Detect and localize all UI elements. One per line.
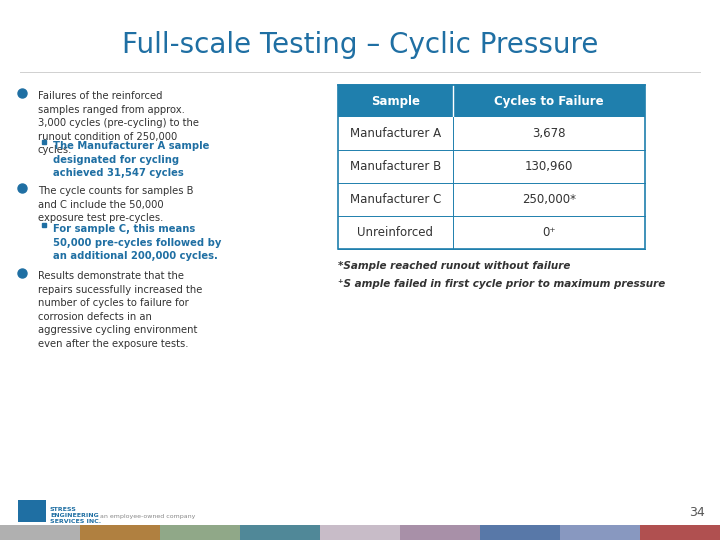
Text: 34: 34	[689, 505, 705, 518]
Text: Failures of the reinforced
samples ranged from approx.
3,000 cycles (pre-cycling: Failures of the reinforced samples range…	[38, 91, 199, 156]
Text: Full-scale Testing – Cyclic Pressure: Full-scale Testing – Cyclic Pressure	[122, 31, 598, 59]
Bar	[240, 525, 320, 540]
Text: Cycles to Failure: Cycles to Failure	[494, 94, 604, 107]
Text: Manufacturer A: Manufacturer A	[350, 127, 441, 140]
Text: Unreinforced: Unreinforced	[358, 226, 433, 239]
Bar	[640, 525, 720, 540]
Text: *Sample reached runout without failure: *Sample reached runout without failure	[338, 261, 570, 271]
Bar	[338, 85, 645, 249]
Text: For sample C, this means
50,000 pre-cycles followed by
an additional 200,000 cyc: For sample C, this means 50,000 pre-cycl…	[53, 224, 221, 261]
Text: Results demonstrate that the
repairs sucessfully increased the
number of cycles : Results demonstrate that the repairs suc…	[38, 271, 202, 349]
Bar	[480, 525, 560, 540]
Bar	[400, 525, 480, 540]
Text: ⁺S ample failed in first cycle prior to maximum pressure: ⁺S ample failed in first cycle prior to …	[338, 279, 665, 289]
Bar	[338, 150, 645, 183]
Text: Sample: Sample	[371, 94, 420, 107]
Text: Manufacturer B: Manufacturer B	[350, 160, 441, 173]
Bar	[320, 525, 400, 540]
Text: 3,678: 3,678	[532, 127, 566, 140]
Bar	[18, 500, 46, 522]
Bar	[338, 85, 645, 117]
Bar	[560, 525, 640, 540]
Bar	[338, 183, 645, 216]
Text: Manufacturer C: Manufacturer C	[350, 193, 441, 206]
Bar	[338, 216, 645, 249]
Text: 0⁺: 0⁺	[542, 226, 556, 239]
Bar	[338, 117, 645, 150]
Text: an employee-owned company: an employee-owned company	[100, 514, 195, 519]
Bar	[80, 525, 160, 540]
Text: 250,000*: 250,000*	[522, 193, 576, 206]
Bar	[160, 525, 240, 540]
Text: STRESS
ENGINEERING
SERVICES INC.: STRESS ENGINEERING SERVICES INC.	[50, 507, 101, 524]
Text: The cycle counts for samples B
and C include the 50,000
exposure test pre-cycles: The cycle counts for samples B and C inc…	[38, 186, 194, 223]
Text: 130,960: 130,960	[525, 160, 573, 173]
Text: The Manufacturer A sample
designated for cycling
achieved 31,547 cycles: The Manufacturer A sample designated for…	[53, 141, 210, 178]
Bar	[0, 525, 80, 540]
